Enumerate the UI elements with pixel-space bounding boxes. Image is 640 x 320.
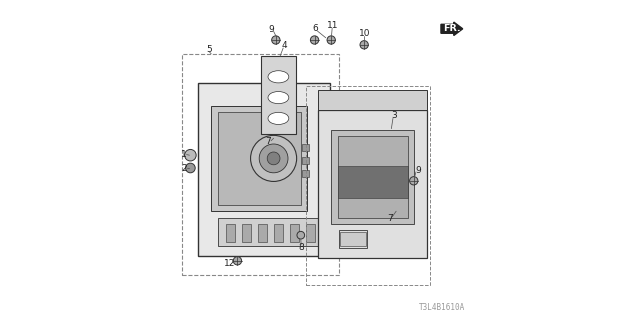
Text: 2: 2 xyxy=(181,164,187,173)
Bar xyxy=(258,224,267,242)
Bar xyxy=(290,224,299,242)
Ellipse shape xyxy=(268,112,289,124)
Polygon shape xyxy=(332,130,415,224)
Circle shape xyxy=(259,144,288,173)
Ellipse shape xyxy=(395,162,408,177)
Circle shape xyxy=(297,231,305,239)
Circle shape xyxy=(268,152,280,165)
Polygon shape xyxy=(198,83,330,256)
Text: 1: 1 xyxy=(181,150,187,159)
Polygon shape xyxy=(319,90,428,110)
Polygon shape xyxy=(388,130,415,210)
Text: 6: 6 xyxy=(313,24,318,33)
Circle shape xyxy=(186,163,195,173)
Text: FR.: FR. xyxy=(444,24,461,33)
Circle shape xyxy=(185,149,196,161)
Polygon shape xyxy=(218,112,301,205)
Text: 9: 9 xyxy=(416,166,421,175)
Bar xyxy=(339,230,367,248)
Ellipse shape xyxy=(268,92,289,104)
Polygon shape xyxy=(319,110,428,258)
Bar xyxy=(306,224,315,242)
Text: 3: 3 xyxy=(392,111,397,120)
Polygon shape xyxy=(218,218,323,246)
Text: 10: 10 xyxy=(359,29,371,38)
Polygon shape xyxy=(338,136,408,218)
Text: 7: 7 xyxy=(266,137,271,146)
Text: 9: 9 xyxy=(269,25,274,34)
Circle shape xyxy=(310,36,319,44)
Bar xyxy=(302,144,309,151)
Ellipse shape xyxy=(395,184,408,200)
Text: 12: 12 xyxy=(224,259,236,268)
Ellipse shape xyxy=(395,138,408,153)
Text: T3L4B1610A: T3L4B1610A xyxy=(419,303,465,312)
Bar xyxy=(338,166,408,198)
Polygon shape xyxy=(261,56,296,134)
Circle shape xyxy=(251,135,297,181)
Circle shape xyxy=(272,36,280,44)
Circle shape xyxy=(327,36,335,44)
Text: 8: 8 xyxy=(299,243,304,252)
Bar xyxy=(226,224,235,242)
Text: 7: 7 xyxy=(387,214,392,223)
Text: 5: 5 xyxy=(207,45,212,54)
FancyArrow shape xyxy=(441,22,463,36)
Text: 4: 4 xyxy=(282,41,287,50)
Bar xyxy=(302,170,309,177)
Text: 11: 11 xyxy=(327,21,339,30)
Bar xyxy=(242,224,251,242)
Circle shape xyxy=(360,41,369,49)
Bar xyxy=(302,157,309,164)
Circle shape xyxy=(410,177,418,185)
Ellipse shape xyxy=(268,71,289,83)
Polygon shape xyxy=(211,106,307,211)
Circle shape xyxy=(234,257,242,265)
Bar xyxy=(340,232,366,246)
Bar xyxy=(274,224,283,242)
